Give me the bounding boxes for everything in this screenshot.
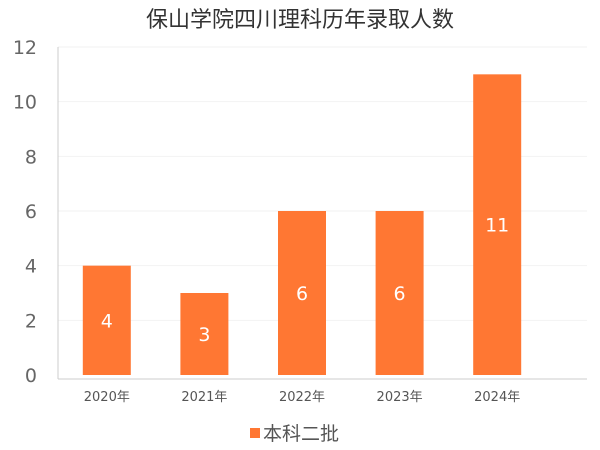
bar xyxy=(375,211,424,375)
bars: 4 3 6 6 11 xyxy=(82,74,522,375)
bar xyxy=(278,211,326,375)
y-tick-label: 10 xyxy=(13,92,37,114)
x-tick-label: 2020年 xyxy=(84,390,130,405)
y-tick-label: 12 xyxy=(13,37,37,59)
y-tick-label: 8 xyxy=(25,146,37,168)
bar xyxy=(180,293,229,375)
y-tick-label: 0 xyxy=(25,365,37,387)
legend: 本科二批 xyxy=(250,423,339,445)
bar xyxy=(82,265,131,375)
bar-value-label: 6 xyxy=(394,283,406,305)
y-axis: 0 2 4 6 8 10 12 xyxy=(13,37,587,387)
y-tick-label: 6 xyxy=(25,201,37,223)
bar-value-label: 6 xyxy=(296,283,308,305)
bar-value-label: 3 xyxy=(198,324,210,346)
bar-value-label: 11 xyxy=(485,215,509,237)
y-tick-label: 2 xyxy=(25,310,37,332)
x-tick-label: 2021年 xyxy=(181,390,227,405)
bar-value-label: 4 xyxy=(101,310,113,332)
chart-title: 保山学院四川理科历年录取人数 xyxy=(146,8,454,33)
x-tick-label: 2023年 xyxy=(377,390,423,405)
legend-label: 本科二批 xyxy=(263,423,339,445)
x-tick-label: 2022年 xyxy=(279,390,325,405)
x-axis: 2020年 2021年 2022年 2023年 2024年 xyxy=(84,390,520,405)
x-tick-label: 2024年 xyxy=(474,390,520,405)
y-tick-label: 4 xyxy=(25,256,37,278)
legend-swatch xyxy=(250,428,260,438)
bar xyxy=(473,74,522,375)
